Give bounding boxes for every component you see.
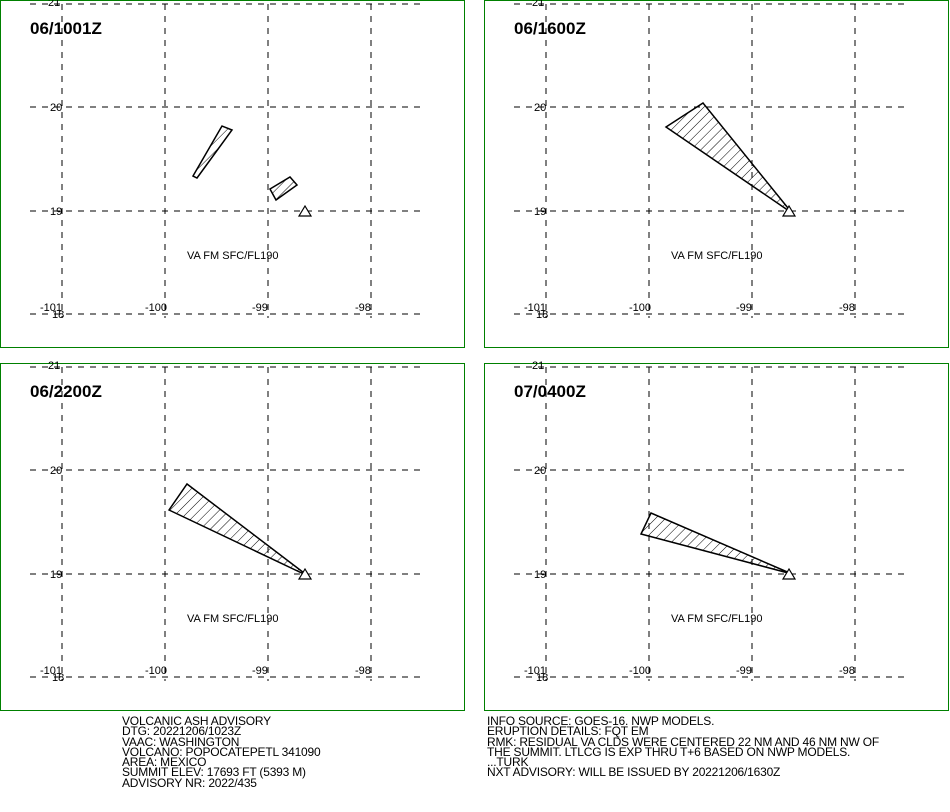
lat-label: 19 (50, 206, 62, 218)
lon-label: -101 (524, 665, 546, 677)
advisory-line: INFO SOURCE: GOES-16. NWP MODELS. (487, 714, 715, 728)
lat-label: 21 (48, 0, 60, 9)
lon-label: -100 (145, 665, 167, 677)
lon-label: -101 (40, 302, 62, 314)
ash-area (664, 102, 793, 214)
ash-area (639, 512, 793, 575)
advisory-line: VOLCANIC ASH ADVISORY (122, 714, 271, 728)
lat-label: 19 (534, 569, 546, 581)
lon-label: -99 (252, 665, 268, 677)
lon-label: -101 (524, 302, 546, 314)
advisory-line: ERUPTION DETAILS: FQT EM (487, 724, 649, 739)
advisory-right: INFO SOURCE: GOES-16. NWP MODELS. ERUPTIO… (487, 714, 880, 780)
panel-border (0, 363, 465, 711)
advisory-line: AREA: MEXICO (122, 755, 207, 770)
advisory-line: DTG: 20221206/1023Z (122, 724, 241, 739)
map-panel: 06/1600Z VA FM SFC/FL190 -101 -100 -99 -98 21 2… (484, 0, 949, 348)
layer-label: VA FM SFC/FL190 (671, 613, 763, 625)
advisory-line: ...TURK (487, 755, 529, 770)
lon-label: -99 (252, 302, 268, 314)
lon-label: -99 (736, 302, 752, 314)
map-panel: 07/0400Z VA FM SFC/FL190 -101 -100 -99 -98 21 2… (484, 360, 949, 711)
advisory-line: SUMMIT ELEV: 17693 FT (5393 M) (122, 765, 306, 780)
lon-label: -99 (736, 665, 752, 677)
lat-label: 18 (52, 672, 64, 684)
lat-label: 20 (50, 102, 62, 114)
panel-border (484, 363, 949, 711)
lat-label: 20 (534, 102, 546, 114)
advisory-line: VAAC: WASHINGTON (122, 734, 240, 749)
volcano (297, 567, 313, 580)
lon-label: -100 (145, 302, 167, 314)
advisory-line: NXT ADVISORY: WILL BE ISSUED BY 20221206… (487, 765, 781, 780)
advisory-line: THE SUMMIT. LTLCG IS EXP THRU T+6 BASED … (487, 744, 851, 759)
valid-time: 06/1001Z (30, 19, 102, 38)
panel-border (0, 0, 465, 348)
ash-area (167, 482, 309, 577)
map-panel: 06/2200Z VA FM SFC/FL190 -101 -100 -99 -98 21 2… (0, 360, 465, 711)
lon-label: -100 (629, 665, 651, 677)
advisory-line: ADVISORY NR: 2022/435 (122, 775, 257, 790)
lon-label: -98 (839, 302, 855, 314)
valid-time: 07/0400Z (514, 382, 586, 401)
advisory-left: VOLCANIC ASH ADVISORY DTG: 20221206/1023Z… (122, 714, 321, 790)
advisory-line: VOLCANO: POPOCATEPETL 341090 (122, 744, 321, 759)
valid-time: 06/1600Z (514, 19, 586, 38)
lat-label: 20 (534, 465, 546, 477)
lon-label: -98 (355, 665, 371, 677)
lon-label: -98 (355, 302, 371, 314)
volcano (781, 567, 797, 580)
ash-area (268, 176, 299, 202)
lat-label: 18 (536, 672, 548, 684)
ash-area (191, 125, 234, 179)
lat-label: 19 (534, 206, 546, 218)
map-panel: 06/1001Z VA FM SFC/FL190 -101 -100 -99 -98 21 2… (0, 0, 465, 348)
panel-border (484, 0, 949, 348)
volcano (781, 204, 797, 217)
lat-label: 18 (52, 309, 64, 321)
lon-label: -98 (839, 665, 855, 677)
panels: 06/1001Z VA FM SFC/FL190 -101 -100 -99 -98 21 2… (0, 0, 949, 711)
volcano (297, 204, 313, 217)
lat-label: 21 (532, 360, 544, 372)
advisory-line: RMK: RESIDUAL VA CLDS WERE CENTERED 22 N… (487, 734, 880, 749)
lon-label: -101 (40, 665, 62, 677)
lat-label: 19 (50, 569, 62, 581)
layer-label: VA FM SFC/FL190 (671, 250, 763, 262)
lat-label: 20 (50, 465, 62, 477)
lat-label: 21 (48, 360, 60, 372)
layer-label: VA FM SFC/FL190 (187, 250, 279, 262)
lat-label: 18 (536, 309, 548, 321)
lat-label: 21 (532, 0, 544, 9)
layer-label: VA FM SFC/FL190 (187, 613, 279, 625)
lon-label: -100 (629, 302, 651, 314)
valid-time: 06/2200Z (30, 382, 102, 401)
